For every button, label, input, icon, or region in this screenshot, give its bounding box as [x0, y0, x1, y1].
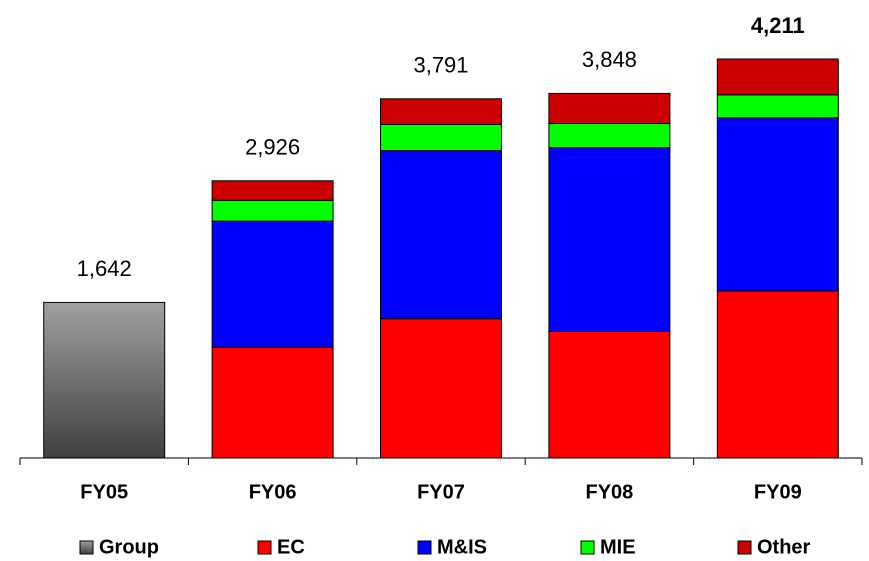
- total-label: 3,848: [582, 47, 637, 72]
- x-tick-label: FY07: [417, 481, 465, 503]
- bar-segment: [211, 180, 334, 201]
- legend-swatch: [79, 540, 94, 555]
- bar-segment: [380, 98, 502, 125]
- bar-segment: [211, 199, 334, 222]
- legend-label: Other: [757, 536, 811, 558]
- bar-segment: [716, 290, 839, 459]
- legend-label: MIE: [600, 536, 636, 558]
- legend-label: Group: [99, 536, 159, 558]
- legend-swatch: [737, 540, 752, 555]
- x-tick-label: FY08: [585, 481, 633, 503]
- bar-segment: [380, 123, 502, 152]
- total-label: 4,211: [751, 13, 805, 38]
- legend-swatch: [257, 540, 272, 555]
- legend-label: EC: [277, 536, 305, 558]
- total-label: 1,642: [77, 256, 132, 281]
- bar-segment: [380, 150, 502, 320]
- bar-segment: [716, 117, 839, 292]
- x-tick-label: FY05: [80, 481, 128, 503]
- bar-segment: [548, 331, 671, 459]
- bar-segment: [211, 346, 334, 459]
- legend-label: M&IS: [437, 536, 487, 558]
- bar-segment: [548, 147, 671, 333]
- total-label: 3,791: [413, 53, 468, 78]
- bar-segment: [380, 318, 502, 459]
- x-tick-label: FY09: [754, 481, 802, 503]
- bar-segment: [716, 58, 839, 96]
- total-label: 2,926: [245, 135, 300, 160]
- x-tick-label: FY06: [249, 481, 297, 503]
- legend-swatch: [580, 540, 595, 555]
- legend-swatch: [417, 540, 432, 555]
- bar-segment: [548, 123, 671, 149]
- bar-segment: [548, 92, 671, 125]
- bar-segment: [43, 301, 166, 459]
- bar-segment: [211, 220, 334, 348]
- bar-segment: [716, 94, 839, 119]
